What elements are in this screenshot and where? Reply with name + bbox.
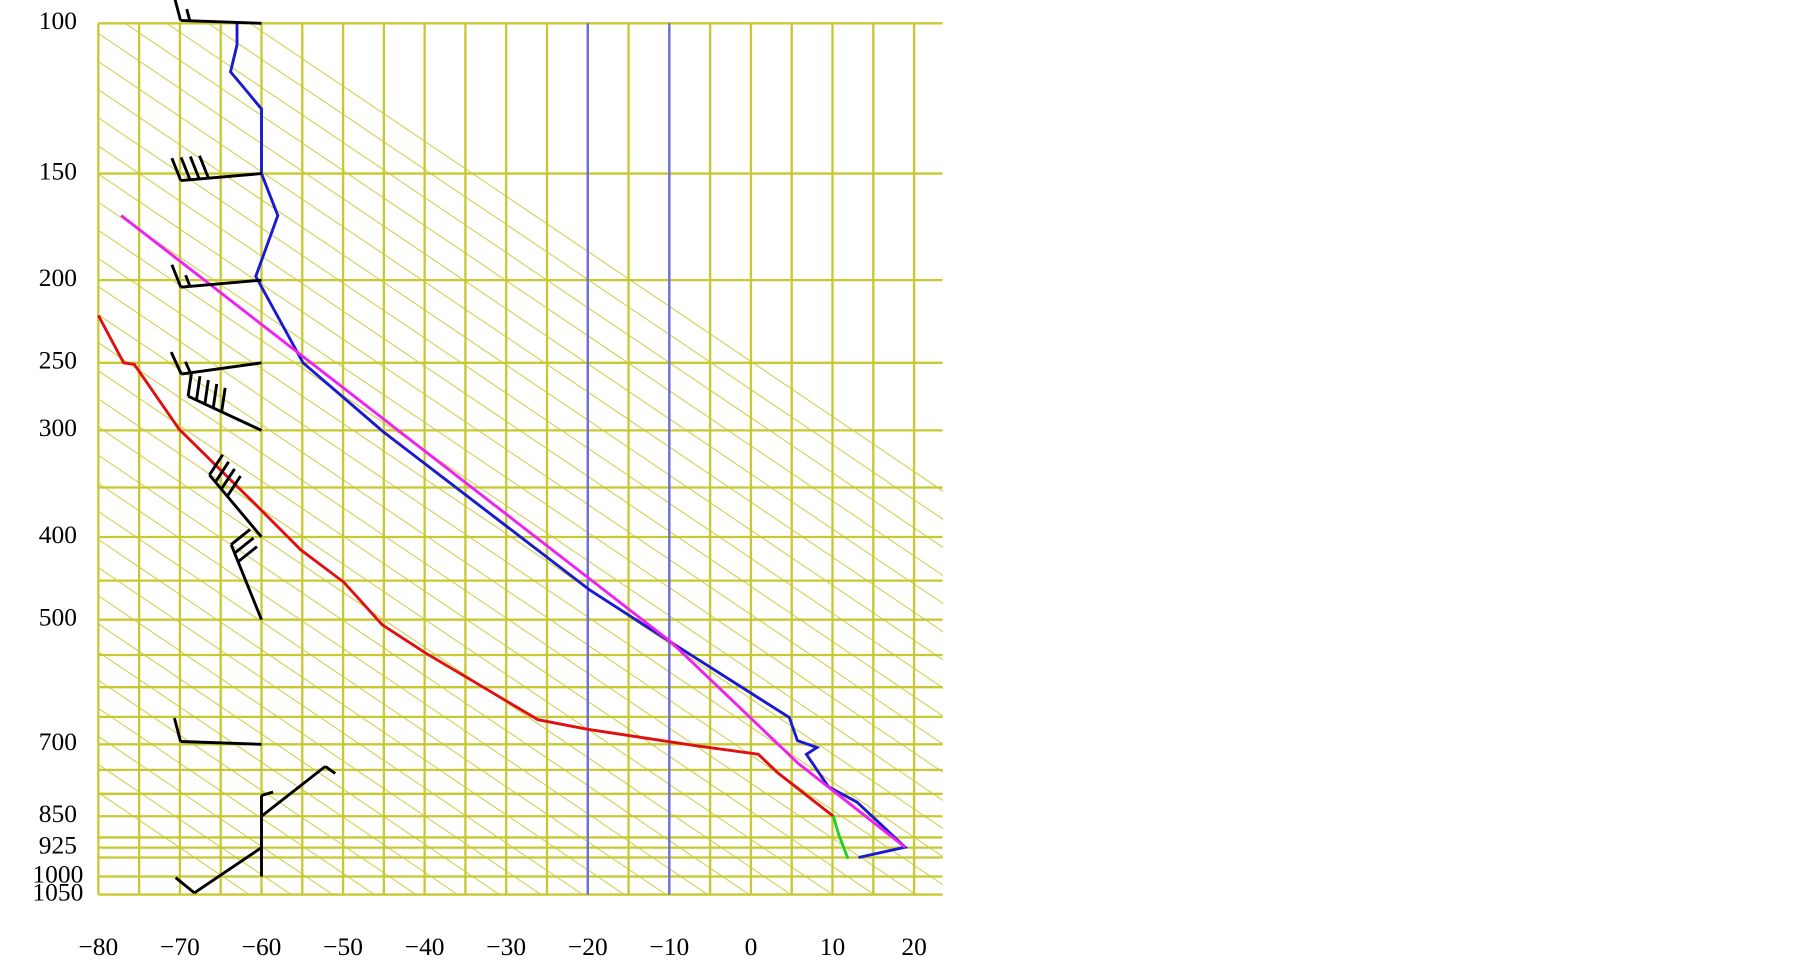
y-tick-label: 925 (39, 830, 77, 859)
hatch-line (98, 23, 931, 895)
x-tick-label: 0 (745, 932, 758, 961)
y-tick-label: 700 (39, 727, 77, 756)
hatch-line (416, 23, 943, 895)
wind-barb (260, 790, 274, 877)
hatch-line (124, 23, 943, 895)
y-tick-label: 150 (39, 156, 77, 185)
wind-barb (186, 372, 263, 432)
wind-barb (229, 528, 263, 621)
x-tick-label: −20 (568, 932, 608, 961)
hatch-line (98, 23, 473, 895)
hatch-line (916, 23, 943, 895)
hatch-line (582, 23, 943, 895)
hatch-line (98, 23, 943, 895)
y-tick-label: 100 (39, 6, 77, 35)
y-tick-label: 300 (39, 413, 77, 442)
hatch-line (98, 23, 515, 895)
wind-barb (170, 155, 262, 183)
x-tick-label: 20 (901, 932, 926, 961)
hatch-line (98, 23, 943, 895)
x-tick-label: −70 (160, 932, 200, 961)
hatch-line (874, 23, 943, 895)
y-tick-label: 1050 (32, 877, 83, 906)
hatch-line (98, 23, 943, 895)
wind-barb (169, 351, 262, 376)
y-tick-label: 400 (39, 520, 77, 549)
x-tick-label: −80 (78, 932, 118, 961)
hatch-line (207, 23, 943, 895)
hatch-line (249, 23, 943, 895)
hatch-line (666, 23, 943, 895)
hatch-line (332, 23, 943, 895)
hatch-line (98, 23, 943, 895)
hatch-line (98, 23, 723, 895)
hatch-line (98, 23, 848, 895)
hatch-line (98, 23, 390, 895)
profile-line (120, 214, 906, 849)
y-tick-label: 850 (39, 799, 77, 828)
hatch-line (98, 23, 943, 895)
y-tick-label: 200 (39, 263, 77, 292)
hatch-line (98, 23, 943, 895)
x-tick-label: −30 (486, 932, 526, 961)
hatch-line (374, 23, 943, 895)
hatch-line (98, 23, 348, 895)
profile-line (97, 314, 835, 818)
hatch-line (98, 23, 943, 895)
wind-barb (260, 765, 337, 818)
hatch-line (98, 23, 806, 895)
hatch-line (98, 23, 889, 895)
x-tick-label: 10 (820, 932, 845, 961)
hatch-line (457, 23, 943, 895)
x-tick-label: −10 (649, 932, 689, 961)
hatch-line (499, 23, 943, 895)
hatch-line (166, 23, 943, 895)
y-tick-label: 1000 (32, 859, 83, 888)
x-tick-label: −50 (323, 932, 363, 961)
wind-barb (174, 846, 263, 895)
hatch-line (624, 23, 943, 895)
hatch-line (98, 23, 943, 895)
hatch-line (98, 23, 598, 895)
profile-line (228, 23, 909, 859)
x-tick-label: −40 (405, 932, 445, 961)
hatch-line (541, 23, 943, 895)
wind-barb (173, 717, 262, 746)
hatch-line (98, 23, 681, 895)
hatch-line (98, 23, 943, 895)
wind-barb (208, 453, 263, 538)
x-tick-label: −60 (242, 932, 282, 961)
hatch-line (98, 23, 943, 895)
hatch-line (98, 23, 431, 895)
hatch-line (749, 23, 943, 895)
hatch-line (98, 23, 556, 895)
y-tick-label: 500 (39, 602, 77, 631)
hatch-line (98, 23, 943, 895)
hatch-line (291, 23, 943, 895)
hatching (98, 23, 943, 895)
hatch-line (98, 23, 640, 895)
wind-barb (173, 0, 262, 25)
hatch-line (791, 23, 943, 895)
hatch-line (98, 23, 764, 895)
y-tick-label: 250 (39, 346, 77, 375)
hatch-line (832, 23, 943, 895)
profile-line (831, 815, 850, 860)
hatch-line (98, 23, 943, 895)
wind-barb (170, 264, 262, 289)
